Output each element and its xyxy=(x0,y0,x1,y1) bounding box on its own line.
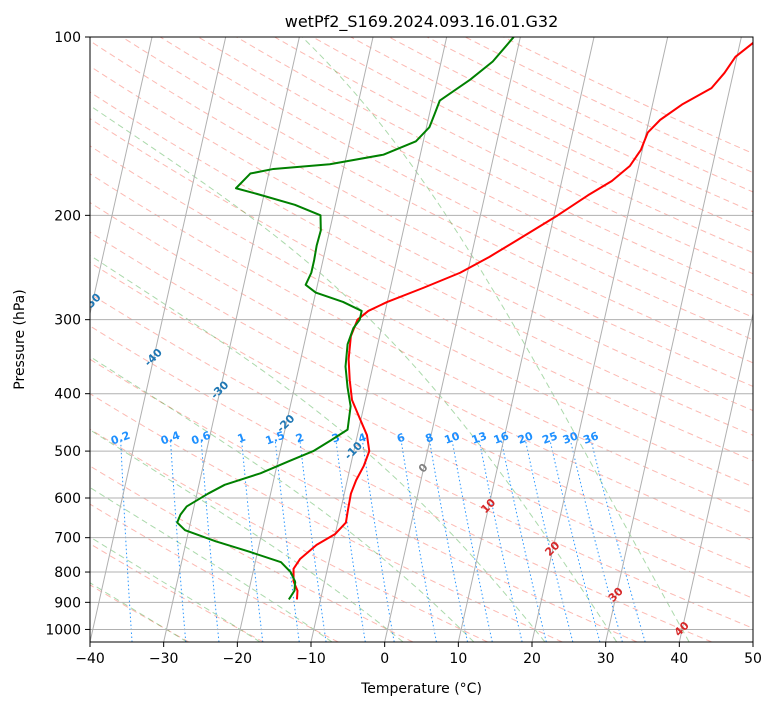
isotherm-gridline xyxy=(678,311,753,642)
dry-adiabat-line xyxy=(90,465,414,642)
isotherm-gridline xyxy=(163,37,300,642)
isotherm-gridline xyxy=(605,37,742,642)
y-axis-label: Pressure (hPa) xyxy=(12,289,28,389)
moist-adiabat-line xyxy=(90,355,475,642)
mixing-ratio-line xyxy=(590,440,646,642)
mixing-ratio-line xyxy=(299,440,327,642)
plot-frame xyxy=(89,36,754,643)
x-tick-label: −10 xyxy=(296,651,326,667)
x-tick-label: −30 xyxy=(149,651,179,667)
mixing-ratio-line xyxy=(478,440,523,642)
y-tick-label: 600 xyxy=(54,491,81,507)
y-tick-label: 900 xyxy=(54,595,81,611)
y-tick-label: 1000 xyxy=(45,622,81,638)
mixing-ratio-label: 36 xyxy=(582,429,601,447)
y-tick-label: 100 xyxy=(54,30,81,46)
mixing-ratio-label: 20 xyxy=(516,429,535,447)
y-tick-label: 500 xyxy=(54,444,81,460)
dry-adiabat-line xyxy=(90,358,638,642)
dry-adiabat-line xyxy=(90,231,753,570)
mixing-ratio-line xyxy=(500,440,547,642)
mixing-ratio-line xyxy=(274,440,300,642)
isotherm-gridline xyxy=(236,37,374,642)
x-tick-label: −20 xyxy=(223,651,253,667)
mixing-ratio-label: 0.4 xyxy=(159,429,182,448)
mixing-ratio-label: 1 xyxy=(236,431,248,446)
dry-adiabat-line xyxy=(90,145,753,488)
mixing-ratio-label: 30 xyxy=(561,429,580,447)
dry-adiabat-line xyxy=(90,202,753,542)
y-tick-label: 400 xyxy=(54,387,81,403)
x-tick-label: −40 xyxy=(75,651,105,667)
moist-adiabat-line xyxy=(90,429,404,642)
dry-adiabat-line xyxy=(159,37,753,341)
x-tick-label: 0 xyxy=(380,651,389,667)
mixing-ratio-line xyxy=(335,440,366,642)
x-tick-label: 30 xyxy=(597,651,615,667)
mixing-ratio-line xyxy=(429,440,468,642)
isotherm-gridline xyxy=(384,37,521,642)
mixing-ratio-line xyxy=(569,440,623,642)
x-tick-label: 40 xyxy=(670,651,688,667)
isotherm-gridline xyxy=(457,37,595,642)
mixing-ratio-line xyxy=(400,440,437,642)
mixing-ratio-line xyxy=(120,440,133,642)
moist-adiabat-line xyxy=(90,105,618,642)
mixing-ratio-label: 16 xyxy=(492,429,511,447)
y-tick-label: 300 xyxy=(54,313,81,329)
y-tick-label: 800 xyxy=(54,565,81,581)
mixing-ratio-label: 13 xyxy=(470,429,489,446)
dry-adiabat-line xyxy=(90,91,753,436)
moist-adiabat-line xyxy=(90,582,188,642)
y-tick-label: 700 xyxy=(54,531,81,547)
isotherm-gridline xyxy=(90,37,153,316)
dewpoint-profile-line xyxy=(176,37,515,601)
mixing-ratio-label: 0.6 xyxy=(190,429,213,448)
dry-adiabat-line xyxy=(90,65,753,412)
mixing-ratio-label: 6 xyxy=(395,431,407,446)
dry-adiabat-line xyxy=(90,173,753,514)
mixing-ratio-line xyxy=(451,440,493,642)
dry-adiabat-line xyxy=(198,37,753,318)
dry-adiabat-line xyxy=(90,503,339,642)
isotherm-gridline xyxy=(90,37,227,642)
moist-adiabat-line xyxy=(90,486,333,642)
dry-adiabat-line xyxy=(90,261,753,599)
dry-adiabat-line xyxy=(90,293,753,629)
moist-adiabat-line xyxy=(301,37,690,642)
y-tick-label: 200 xyxy=(54,208,81,224)
mixing-ratio-label: 1.5 xyxy=(264,429,287,448)
mixing-ratio-label: 8 xyxy=(424,431,436,446)
mixing-ratio-label: 4 xyxy=(357,431,369,446)
mixing-ratio-line xyxy=(525,440,574,642)
x-tick-label: 20 xyxy=(523,651,541,667)
plot-area: -100-90-80-70-60-50-40-30-20-10010203040… xyxy=(90,37,753,642)
mixing-ratio-label: 10 xyxy=(443,429,462,447)
mixing-ratio-line xyxy=(200,440,220,642)
mixing-ratio-label: 0.2 xyxy=(109,429,132,448)
dry-adiabat-line xyxy=(90,584,190,642)
x-tick-label: 50 xyxy=(744,651,762,667)
isotherm-gridline xyxy=(310,37,448,642)
mixing-ratio-line xyxy=(549,440,601,642)
mixing-ratio-line xyxy=(241,440,264,642)
axes: −40 −30 −20 −10 0 10 20 30 40 5010020030040050060… xyxy=(45,30,762,667)
x-tick-label: 10 xyxy=(449,651,467,667)
mixing-ratio-label: 25 xyxy=(541,429,560,446)
moist-adiabat-line xyxy=(90,254,546,642)
mixing-ratio-line xyxy=(170,440,187,642)
chart-title: wetPf2_S169.2024.093.16.01.G32 xyxy=(285,12,559,32)
mixing-ratio-label: 2 xyxy=(294,431,306,446)
x-axis-label: Temperature (°C) xyxy=(360,681,482,697)
